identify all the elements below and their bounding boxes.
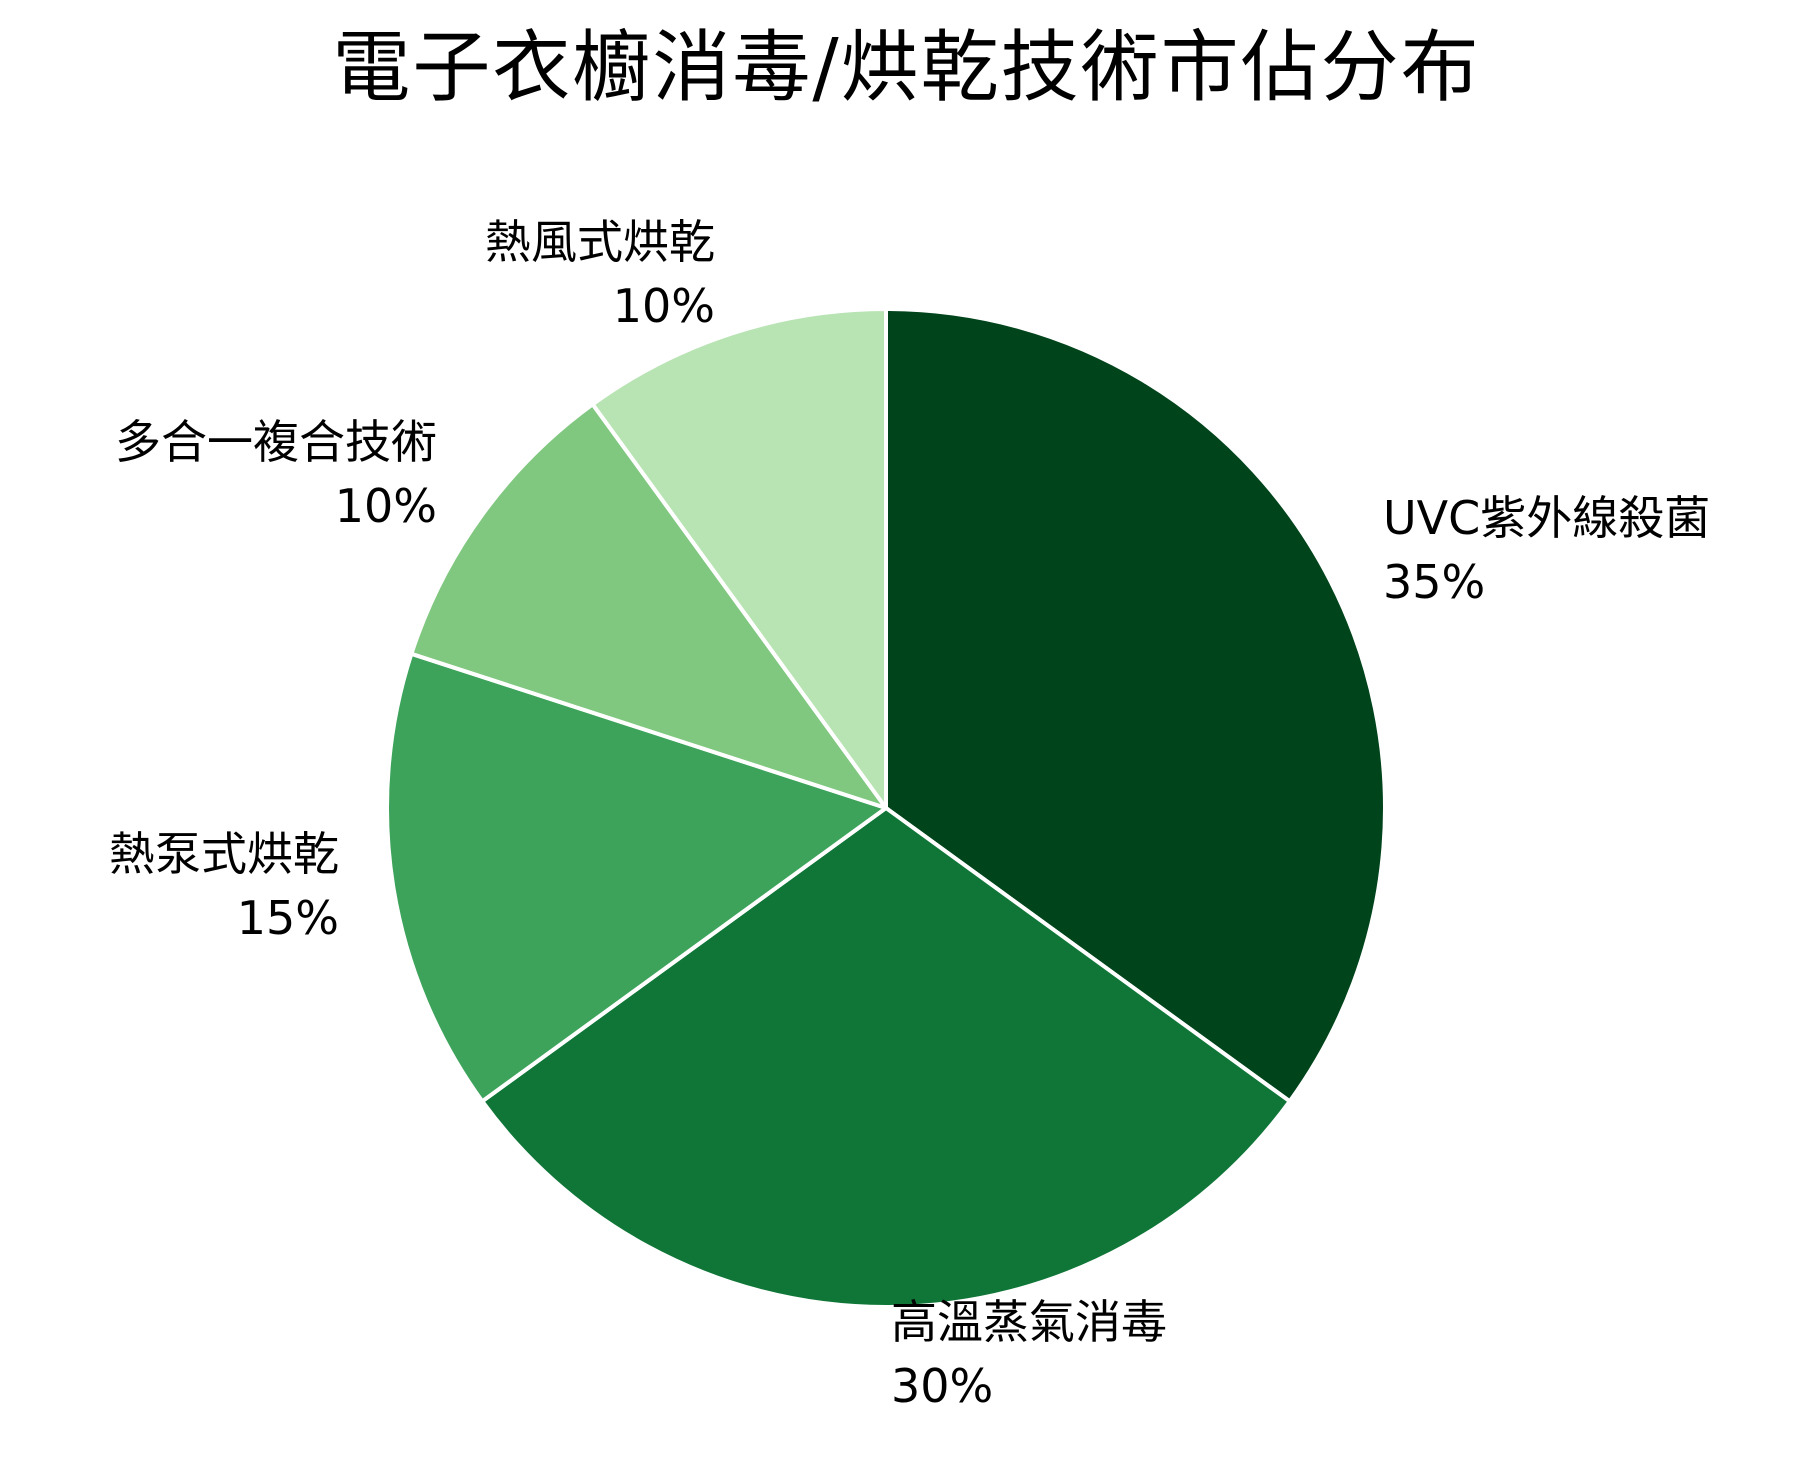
pie-slice — [385, 651, 888, 1104]
slice-percent: 30% — [891, 1359, 994, 1413]
slice-name: 多合一複合技術 — [115, 415, 437, 469]
slice-label-heatpump: 熱泵式烘乾 15% — [109, 822, 339, 950]
slice-label-hotair: 熱風式烘乾 10% — [485, 210, 715, 338]
slice-percent: 15% — [236, 891, 339, 945]
pie-slice — [409, 402, 888, 810]
slice-label-multi: 多合一複合技術 10% — [115, 410, 437, 538]
slice-percent: 10% — [612, 279, 715, 333]
pie-slice — [480, 806, 1292, 1309]
slice-name: 高溫蒸氣消毒 — [891, 1295, 1167, 1349]
slice-name: 熱風式烘乾 — [485, 215, 715, 269]
pie-slice — [884, 307, 1387, 1104]
slice-label-steam: 高溫蒸氣消毒 30% — [891, 1290, 1167, 1418]
slice-label-uvc: UVC紫外線殺菌 35% — [1383, 486, 1710, 614]
chart-title: 電子衣櫥消毒/烘乾技術市佔分布 — [332, 23, 1481, 113]
pie-slice — [590, 307, 888, 810]
slice-percent: 10% — [334, 479, 437, 533]
slice-name: UVC紫外線殺菌 — [1383, 491, 1711, 545]
slice-name: 熱泵式烘乾 — [109, 827, 339, 881]
slice-percent: 35% — [1383, 555, 1486, 609]
